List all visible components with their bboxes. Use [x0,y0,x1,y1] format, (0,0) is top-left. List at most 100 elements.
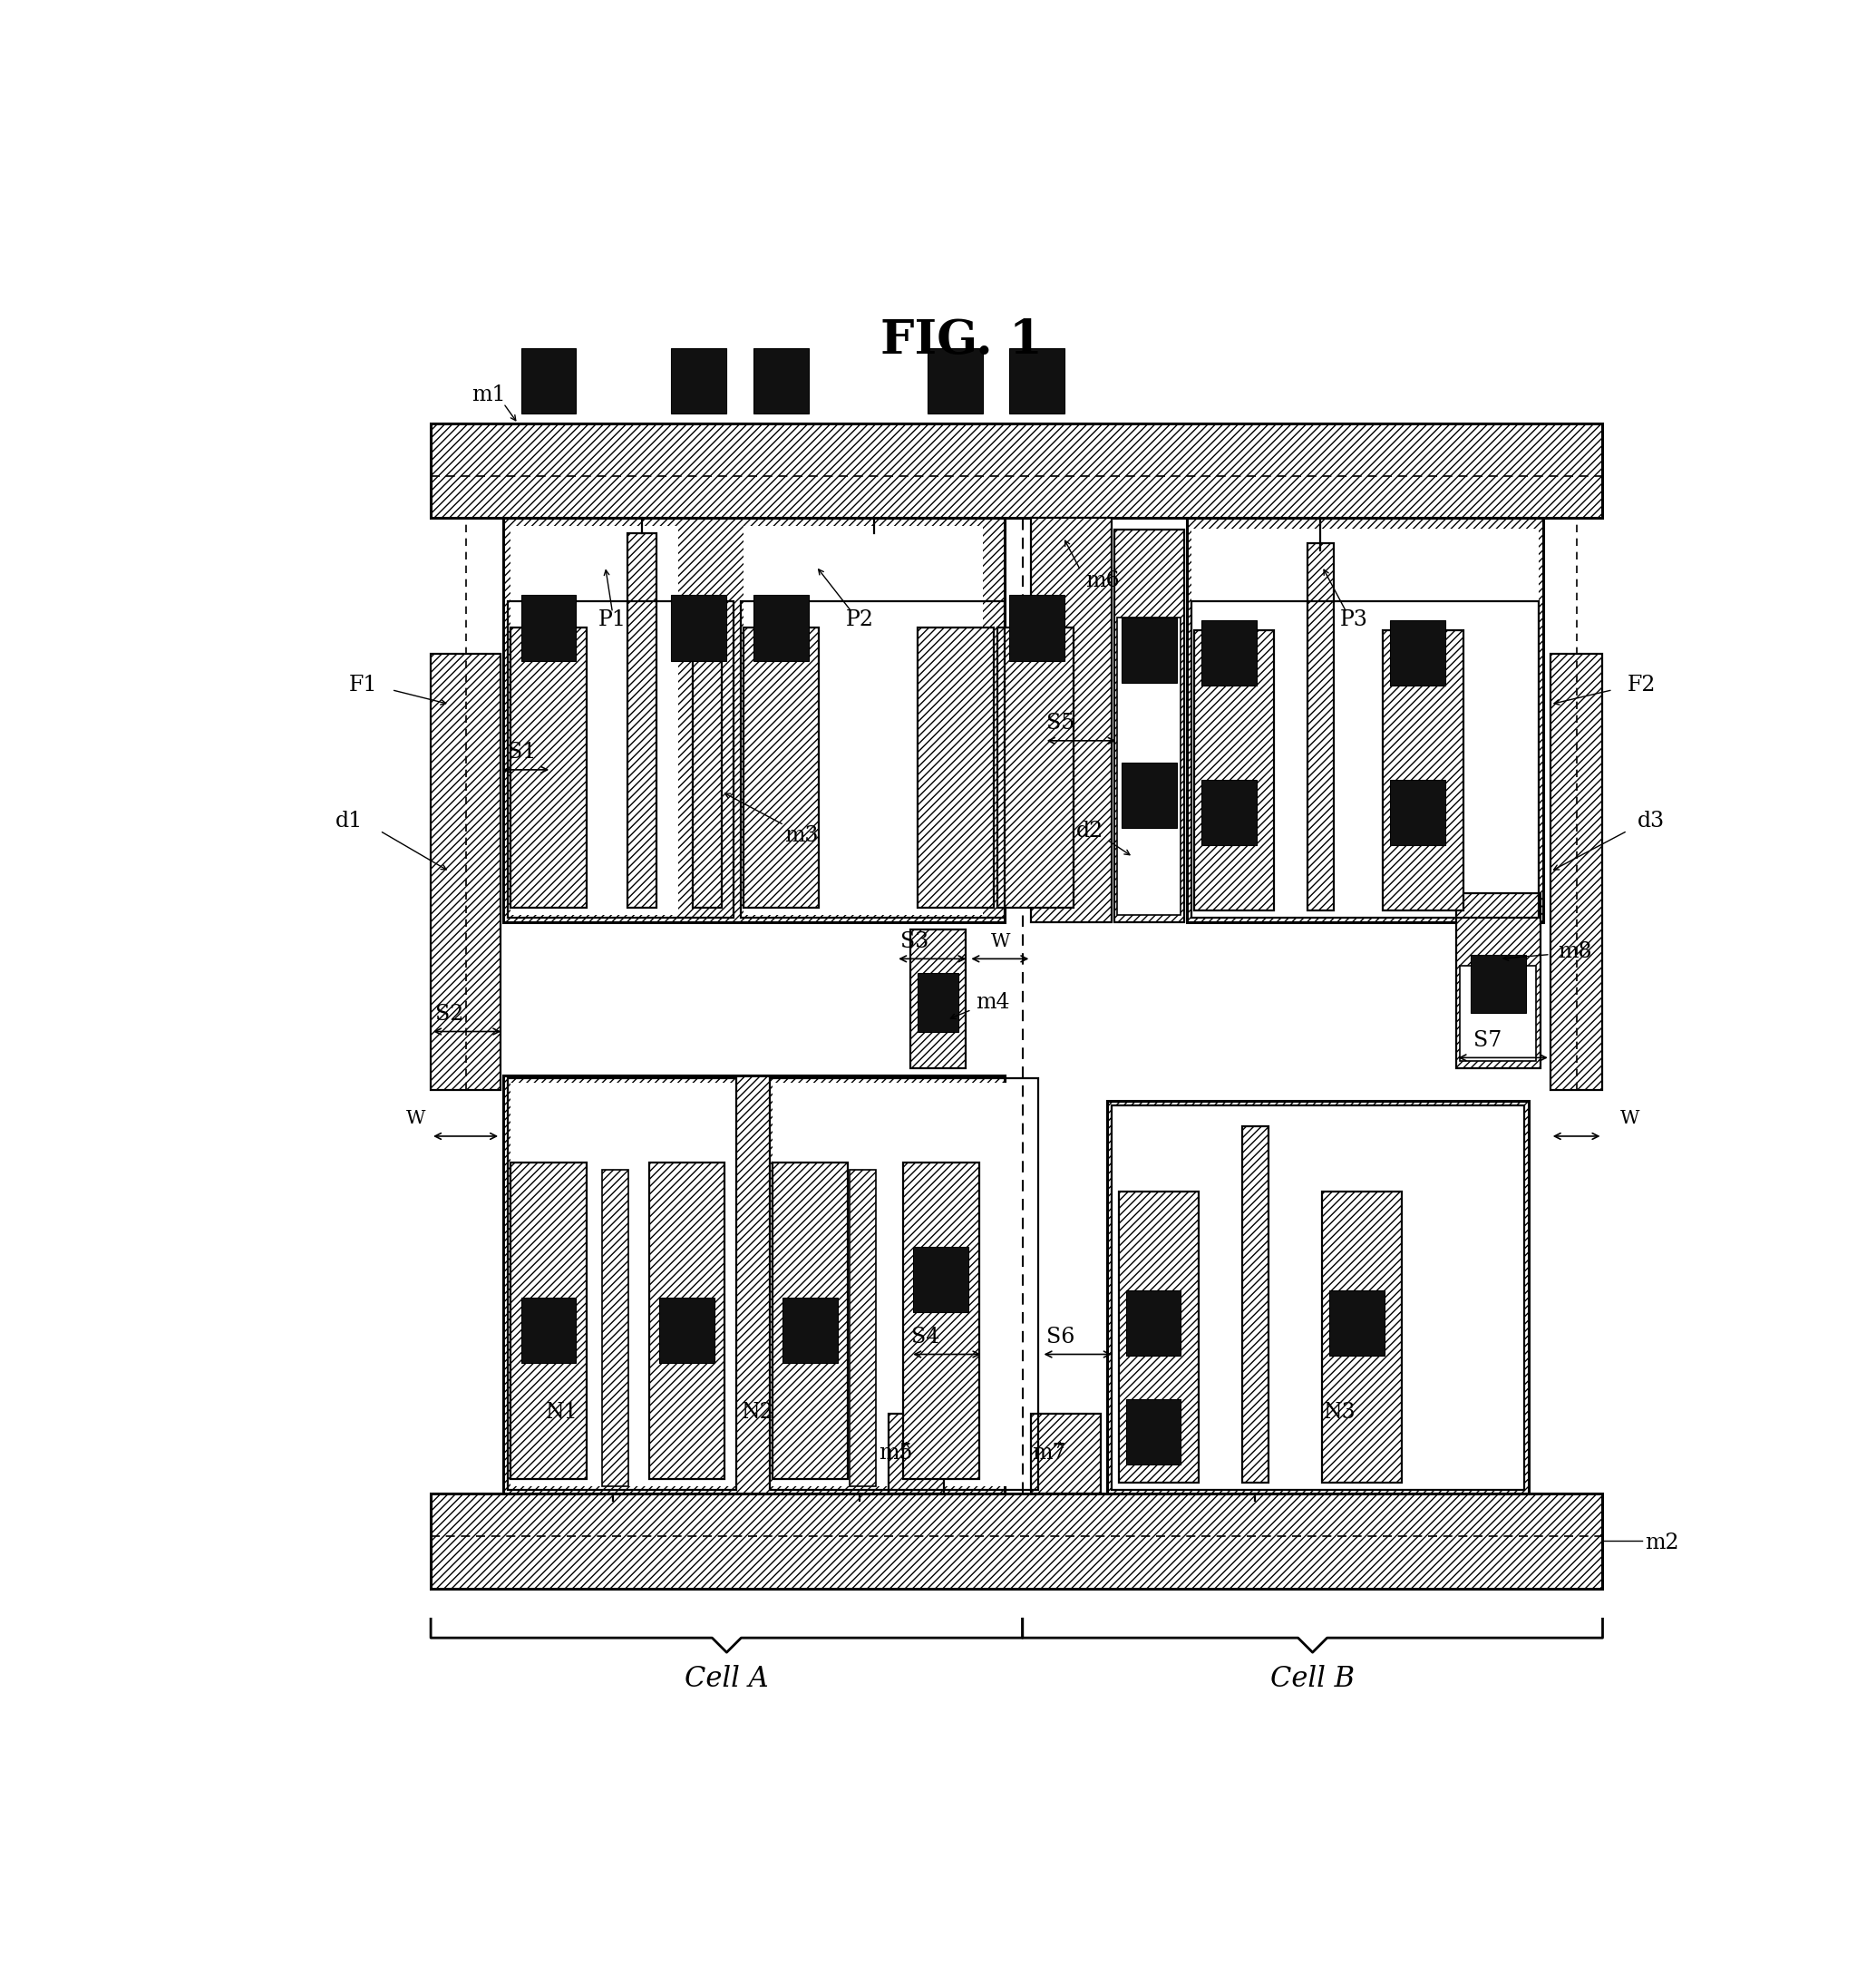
Bar [1009,595,1066,661]
Bar [1191,601,1538,919]
Bar [743,627,820,907]
Bar [1390,780,1446,846]
Text: N1: N1 [546,1401,578,1423]
Text: FIG. 1: FIG. 1 [880,318,1043,363]
Bar [510,1082,735,1487]
Bar [627,532,657,907]
Bar [1107,1102,1529,1495]
Bar [672,347,726,413]
Bar [510,1163,587,1479]
Bar [1032,1413,1101,1495]
Bar [658,1298,715,1364]
Text: d1: d1 [336,810,362,832]
Text: P3: P3 [1339,609,1368,631]
Text: W: W [991,933,1011,951]
Bar [602,1169,628,1487]
Bar [889,1413,944,1495]
Text: Cell A: Cell A [685,1665,769,1693]
Text: F1: F1 [349,675,377,697]
Bar [1460,967,1536,1060]
Bar [910,929,966,1068]
Text: m5: m5 [880,1443,914,1463]
Bar [510,627,587,907]
Text: m2: m2 [1645,1532,1679,1554]
Bar [522,347,576,413]
Bar [773,1082,1034,1487]
Text: S2: S2 [435,1004,463,1024]
Bar [754,595,809,661]
Bar [741,601,1006,919]
Bar [1460,967,1536,1060]
Bar [754,347,809,413]
Text: W: W [1621,1110,1640,1127]
Bar [1383,629,1463,911]
Text: P1: P1 [598,609,627,631]
Bar [1188,518,1542,923]
Text: S3: S3 [900,931,929,951]
Text: m1: m1 [473,385,507,405]
Bar [503,1076,1006,1495]
Bar [929,347,983,413]
Bar [1111,1106,1523,1489]
Text: S4: S4 [912,1326,940,1348]
Bar [773,1163,848,1479]
Bar [692,597,722,907]
Text: S5: S5 [1047,713,1075,734]
Bar [503,518,1006,923]
Bar [1201,619,1257,685]
Bar [1116,617,1182,915]
Bar [510,526,677,915]
Bar [1032,518,1111,923]
Bar [1201,780,1257,846]
Bar [522,1298,576,1364]
Text: m6: m6 [1084,570,1120,592]
Text: m7: m7 [1032,1443,1066,1463]
Text: S6: S6 [1047,1326,1075,1348]
Bar [1191,528,1538,919]
Bar [998,627,1073,907]
Bar [1330,1290,1384,1356]
Bar [914,1247,968,1312]
Text: d2: d2 [1077,820,1103,842]
Text: S1: S1 [508,742,537,762]
Text: m3: m3 [784,826,818,846]
Text: F2: F2 [1626,675,1657,697]
Bar [917,627,994,907]
Bar [508,601,734,919]
Bar [431,423,1602,518]
Text: N2: N2 [741,1401,775,1423]
Bar [1550,653,1602,1090]
Bar [1242,1125,1268,1483]
Text: W: W [407,1110,426,1127]
Bar [904,1163,979,1479]
Bar [1471,955,1525,1012]
Bar [1009,347,1066,413]
Bar [1111,1106,1523,1489]
Text: S7: S7 [1473,1030,1503,1050]
Bar [1126,1399,1182,1465]
Bar [1122,762,1176,828]
Text: d3: d3 [1638,810,1664,832]
Bar [1114,530,1184,923]
Text: P2: P2 [846,609,874,631]
Text: N3: N3 [1323,1401,1356,1423]
Bar [850,1169,876,1487]
Bar [431,1495,1602,1588]
Bar [1323,1191,1401,1483]
Bar [782,1298,839,1364]
Bar [508,1078,735,1489]
Bar [1195,629,1274,911]
Bar [1390,619,1446,685]
Bar [672,595,726,661]
Bar [649,1163,724,1479]
Bar [1122,617,1176,683]
Text: Cell B: Cell B [1270,1665,1354,1693]
Bar [1116,617,1182,915]
Bar [1126,1290,1182,1356]
Bar [917,973,959,1032]
Text: m4: m4 [976,992,1009,1012]
Text: m8: m8 [1557,941,1591,963]
Bar [743,526,983,915]
Bar [431,653,501,1090]
Bar [1308,544,1334,911]
